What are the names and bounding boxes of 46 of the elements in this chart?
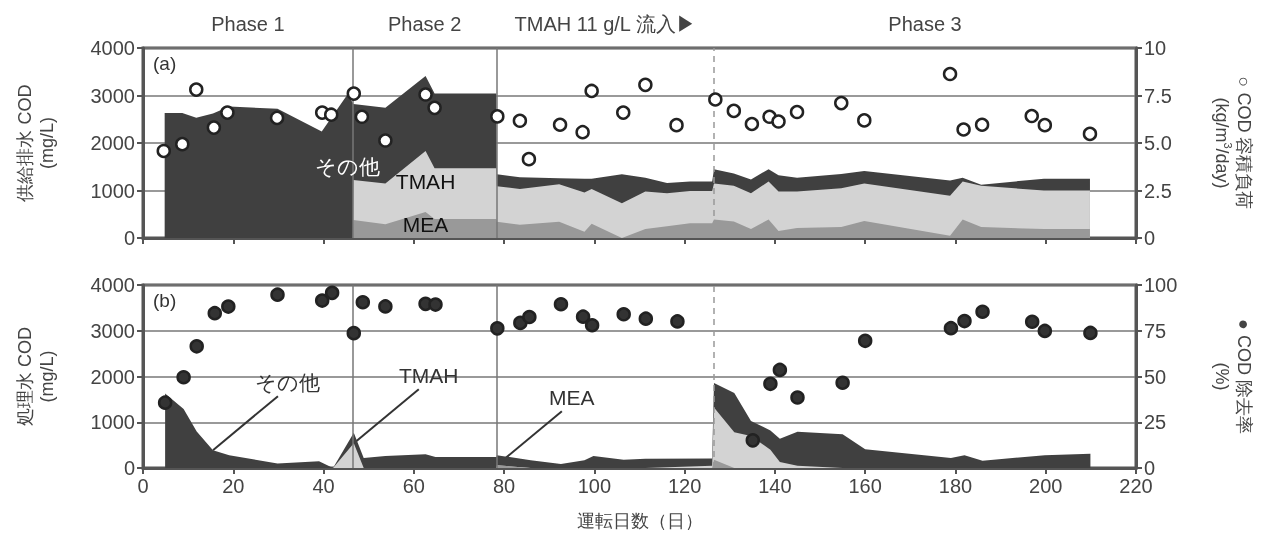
series-label: TMAH (395, 169, 456, 193)
y2-tick-label: 100 (1144, 274, 1178, 296)
y2-tick-label: 2.5 (1144, 179, 1172, 202)
y-axis-title: 供給排水 COD (mg/L) (15, 84, 57, 202)
y2-tick-label: 25 (1144, 411, 1167, 434)
x-tick-label: 80 (492, 475, 516, 497)
x-tick-label: 40 (312, 475, 335, 497)
y2-tick-label: 0 (1144, 227, 1156, 249)
x-tick-label: 60 (402, 475, 425, 497)
text: TMAH 11 g/L 流入▶ (514, 13, 696, 35)
text: Phase 1 (211, 13, 285, 35)
x-tick-label: 180 (938, 475, 973, 497)
annotation: TMAH (399, 363, 459, 387)
y-tick-label: 2000 (90, 132, 135, 154)
series-label: MEA (402, 213, 449, 237)
x-tick-label: 20 (222, 475, 245, 497)
y-tick-label: 0 (123, 457, 135, 479)
y-tick-label: 4000 (90, 274, 135, 296)
x-tick-label: 0 (137, 475, 149, 497)
annotation: (a) (153, 53, 177, 74)
x-axis-title: 運転日数（日） (576, 511, 703, 531)
y-tick-label: 1000 (90, 411, 135, 434)
annotation: (b) (153, 290, 177, 311)
y2-tick-label: 50 (1144, 365, 1167, 388)
y-tick-label: 3000 (90, 84, 135, 107)
y-axis-title: 処理水 COD (mg/L) (15, 327, 57, 426)
x-tick-label: 160 (848, 475, 882, 497)
y-tick-label: 3000 (90, 319, 135, 342)
y2-tick-label: 10 (1144, 37, 1167, 59)
y2-tick-label: 7.5 (1144, 84, 1172, 107)
text: Phase 3 (888, 13, 962, 35)
x-tick-label: 140 (758, 475, 792, 497)
y2-tick-label: 5.0 (1144, 132, 1172, 154)
annotation: その他 (255, 370, 321, 394)
text: Phase 2 (387, 13, 462, 35)
y2-tick-label: 75 (1144, 319, 1167, 342)
annotation: MEA (549, 385, 595, 409)
x-tick-label: 120 (667, 475, 702, 497)
series-label: その他 (314, 154, 380, 178)
y-tick-label: 4000 (90, 37, 135, 59)
x-tick-label: 100 (577, 475, 612, 497)
y2-axis-title: ● COD 除去率 (%) (1212, 319, 1254, 434)
y-tick-label: 1000 (90, 179, 135, 202)
x-tick-label: 200 (1029, 475, 1063, 497)
y-tick-label: 2000 (90, 365, 135, 388)
y-tick-label: 0 (123, 227, 135, 249)
